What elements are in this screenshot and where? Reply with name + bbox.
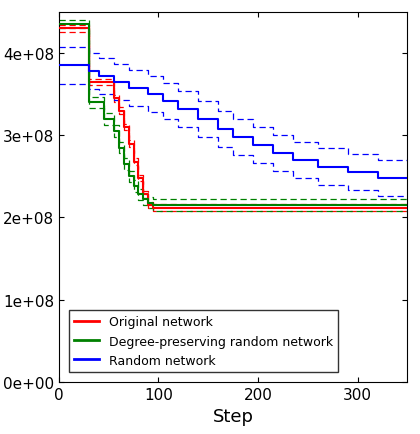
Legend: Original network, Degree-preserving random network, Random network: Original network, Degree-preserving rand… <box>68 311 338 372</box>
X-axis label: Step: Step <box>213 407 254 425</box>
